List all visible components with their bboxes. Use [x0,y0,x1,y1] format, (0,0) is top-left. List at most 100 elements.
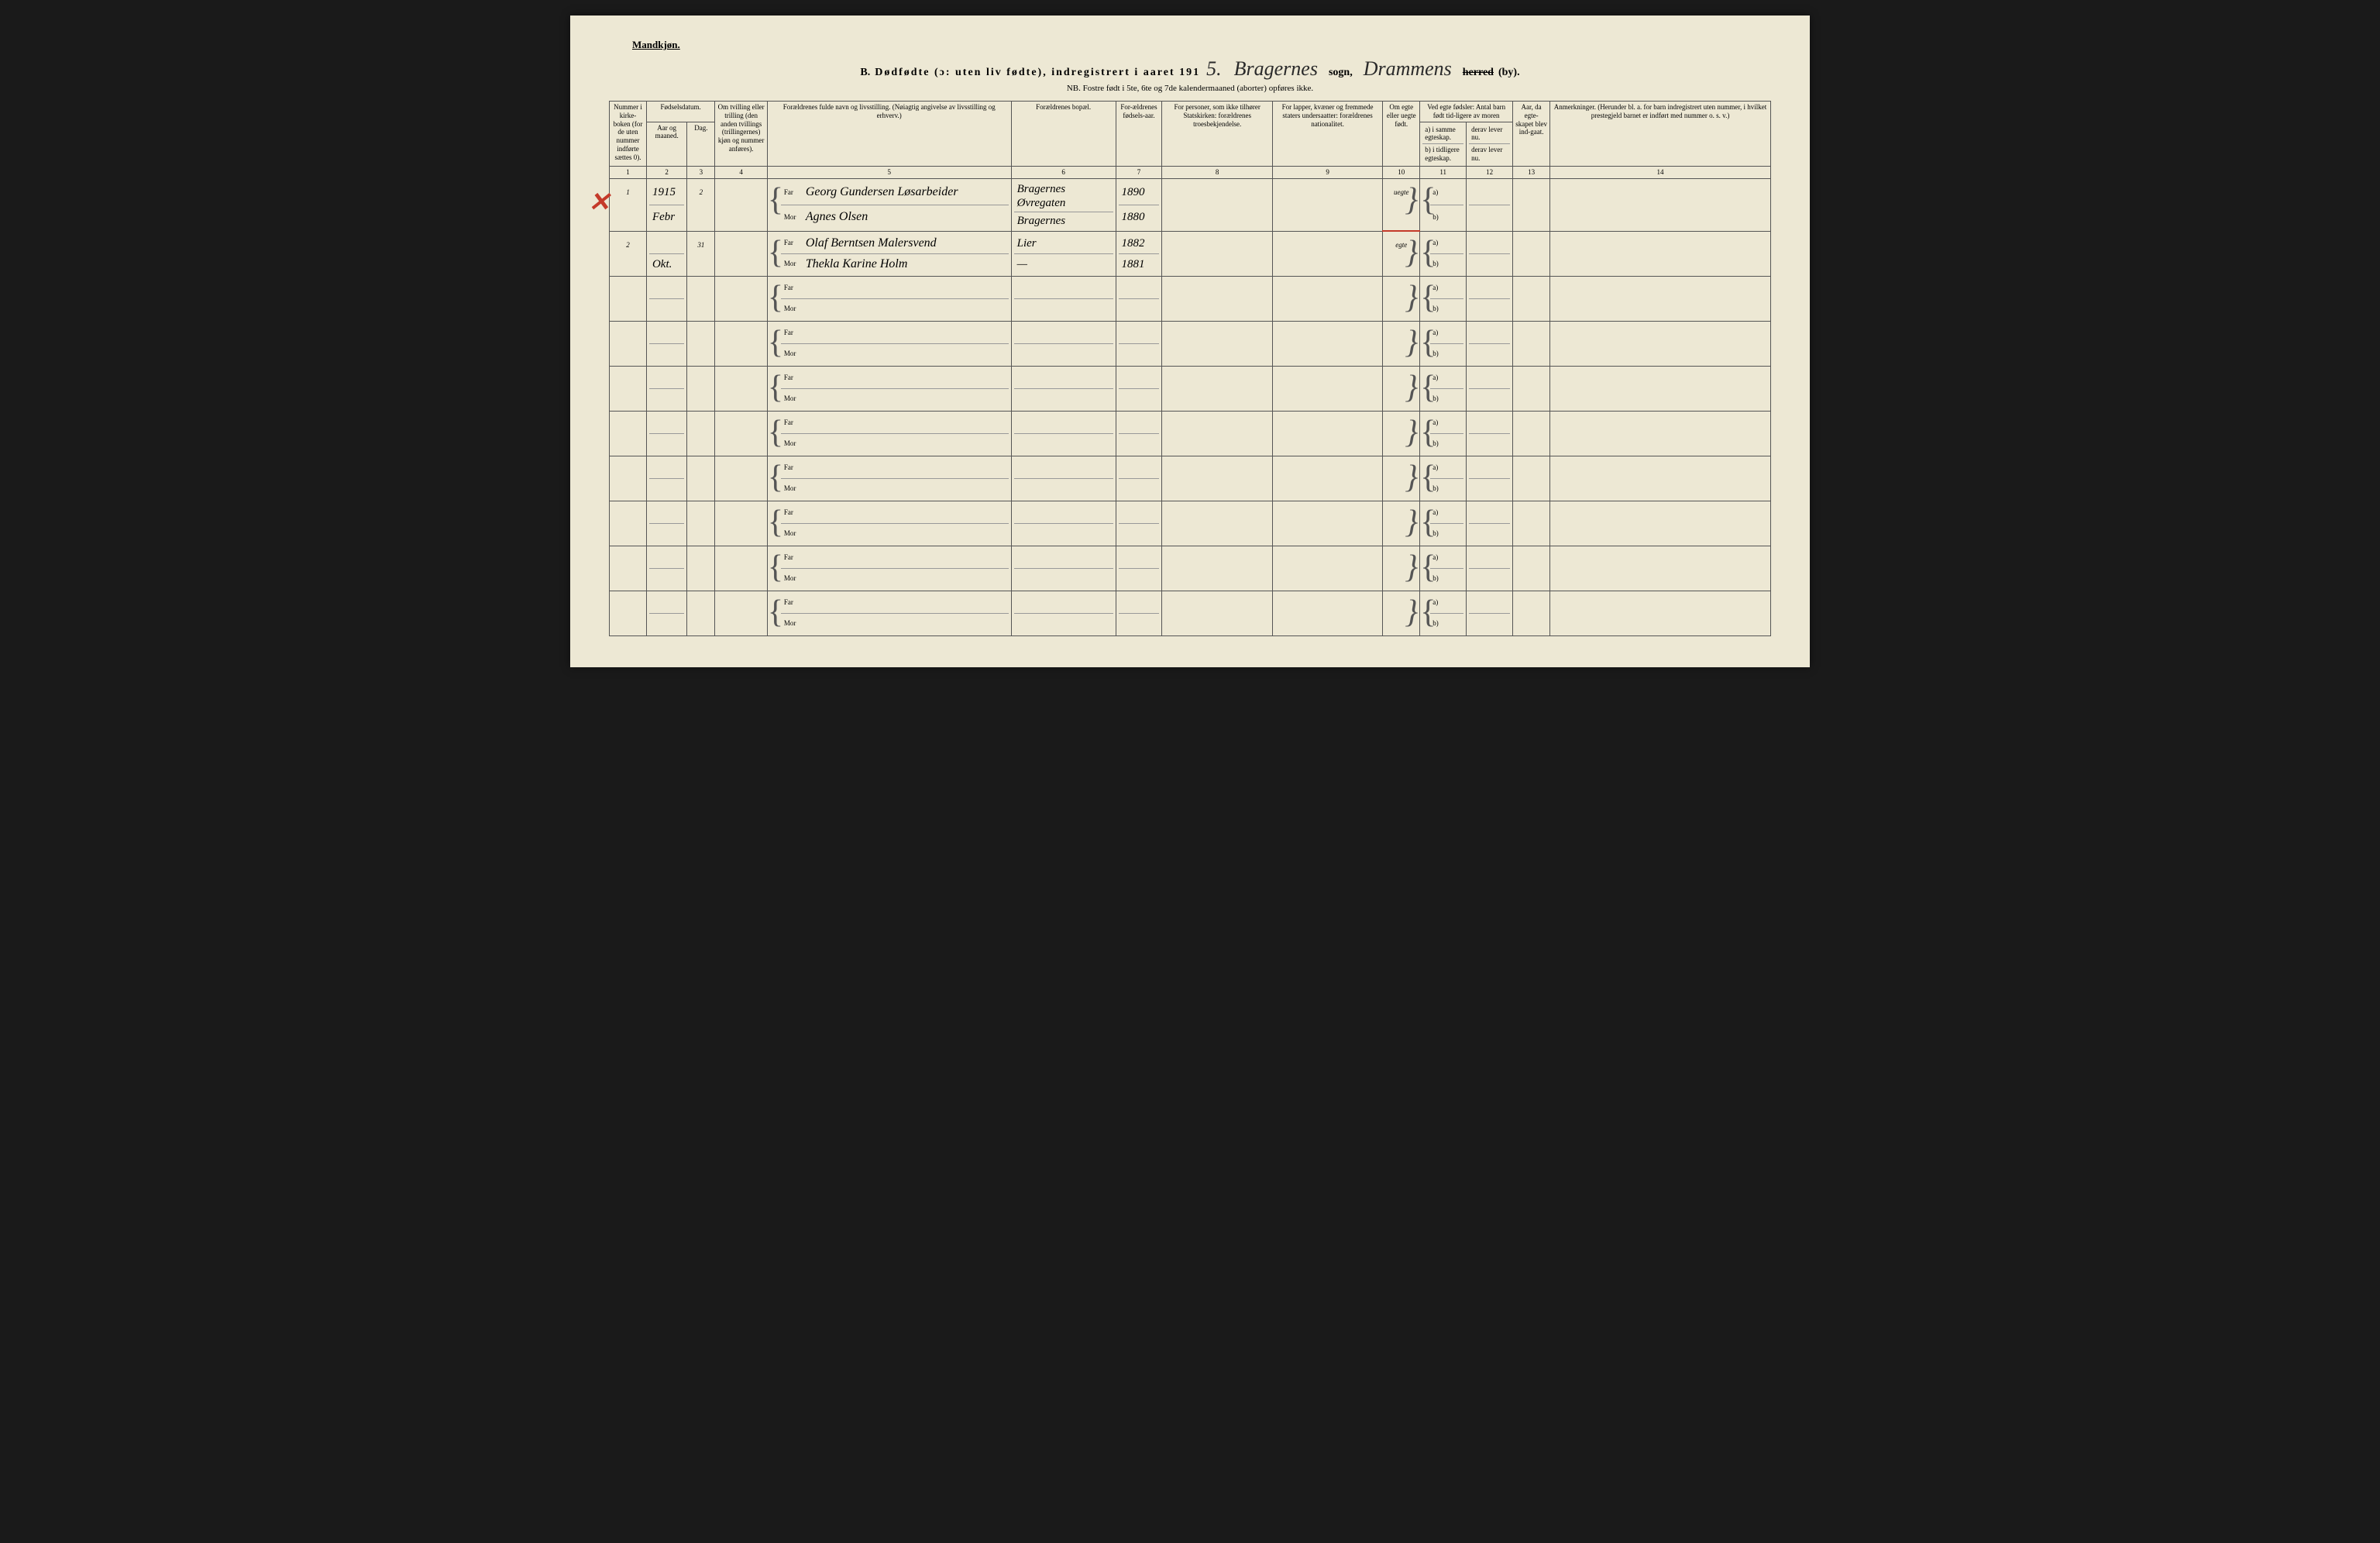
table-row: Far Mor a) b) [610,411,1771,456]
day-cell [687,501,715,546]
month-hw [649,614,684,634]
twin-cell [715,411,767,456]
sogn-label: sogn, [1329,67,1353,79]
children-count-cell: a) b) [1420,231,1467,276]
nationality-cell [1272,501,1382,546]
mother-residence [1014,299,1113,319]
col-2-top-header: Fødselsdatum. [646,102,714,122]
col-10-header: Om egte eller uegte født. [1383,102,1420,167]
col-5-header: Forældrenes fulde navn og livsstilling. … [767,102,1011,167]
col-12-header: derav lever nu. derav lever nu. [1467,122,1513,166]
children-count-cell: a) b) [1420,501,1467,546]
mor-label: Mor [784,350,801,358]
day-cell [687,366,715,411]
twin-cell [715,456,767,501]
colnum-4: 4 [715,166,767,178]
parents-name-cell: Far Mor [767,321,1011,366]
children-count-cell: a) b) [1420,591,1467,635]
far-label: Far [784,553,801,562]
children-living-cell [1467,321,1513,366]
year-month-cell [646,501,686,546]
legitimacy-cell [1383,366,1420,411]
father-birth-year [1119,593,1160,614]
birth-year-cell [1116,501,1162,546]
far-label: Far [784,598,801,607]
remarks-cell [1550,321,1771,366]
mother-residence: Bragernes [1014,212,1113,229]
nationality-cell [1272,546,1382,591]
mother-residence [1014,479,1113,499]
children-count-cell: a) b) [1420,456,1467,501]
father-birth-year [1119,548,1160,569]
col-9-header: For lapper, kvæner og fremmede staters u… [1272,102,1382,167]
marriage-year-cell [1513,591,1550,635]
year-hw [649,368,684,389]
day-cell [687,456,715,501]
ab-b-label: b) [1430,389,1463,409]
by-label: (by). [1498,67,1520,79]
table-row: Far Mor a) b) [610,321,1771,366]
table-row: Far Mor a) b) [610,276,1771,321]
birth-year-cell: 1890 1880 [1116,178,1162,231]
legitimacy-cell: uegte [1383,178,1420,231]
mor-label: Mor [784,529,801,538]
legitimacy-cell: egte [1383,231,1420,276]
year-month-cell [646,366,686,411]
legitimacy-cell [1383,276,1420,321]
column-numbers-row: 1 2 3 4 5 6 7 8 9 10 11 12 13 14 [610,166,1771,178]
row-number [610,591,647,635]
father-residence [1014,458,1113,479]
month-hw: Febr [649,205,684,229]
register-table: Nummer i kirke-boken (for de uten nummer… [609,101,1771,636]
father-name: Olaf Berntsen Malersvend [806,236,937,250]
ab-b-label: b) [1430,344,1463,364]
father-residence [1014,368,1113,389]
twin-cell [715,501,767,546]
children-living-cell [1467,501,1513,546]
twin-cell [715,366,767,411]
far-label: Far [784,284,801,292]
table-row: ✕ 1 1915 Febr 2 FarGeorg Gundersen Løsar… [610,178,1771,231]
ab-a-label: a) [1430,368,1463,389]
faith-cell [1162,231,1272,276]
table-row: Far Mor a) b) [610,591,1771,635]
faith-cell [1162,456,1272,501]
parents-name-cell: Far Mor [767,276,1011,321]
remarks-cell [1550,591,1771,635]
parents-name-cell: Far Mor [767,591,1011,635]
father-name: Georg Gundersen Løsarbeider [806,184,958,199]
mother-residence [1014,569,1113,589]
ab-a-label: a) [1430,458,1463,479]
col-4-header: Om tvilling eller trilling (den anden tv… [715,102,767,167]
residence-cell [1011,456,1116,501]
row-number [610,321,647,366]
legitimacy-cell [1383,546,1420,591]
residence-cell [1011,276,1116,321]
mor-label: Mor [784,260,801,268]
father-residence [1014,593,1113,614]
father-birth-year [1119,368,1160,389]
year-month-cell [646,411,686,456]
birth-year-cell [1116,276,1162,321]
mother-birth-year [1119,434,1160,454]
remarks-cell [1550,501,1771,546]
colnum-13: 13 [1513,166,1550,178]
father-residence: Lier [1014,233,1113,254]
nb-subtitle: NB. Fostre født i 5te, 6te og 7de kalend… [609,84,1771,93]
col-2b-header: Dag. [687,122,715,166]
ab-a-label: a) [1430,323,1463,344]
day-cell [687,546,715,591]
month-hw [649,569,684,589]
far-label: Far [784,418,801,427]
colnum-14: 14 [1550,166,1771,178]
month-hw [649,434,684,454]
ab-b-label: b) [1430,299,1463,319]
colnum-11: 11 [1420,166,1467,178]
table-row: Far Mor a) b) [610,501,1771,546]
year-month-cell [646,456,686,501]
twin-cell [715,321,767,366]
ab-a-label: a) [1430,593,1463,614]
marriage-year-cell [1513,178,1550,231]
mother-residence [1014,614,1113,634]
col-1-header: Nummer i kirke-boken (for de uten nummer… [610,102,647,167]
